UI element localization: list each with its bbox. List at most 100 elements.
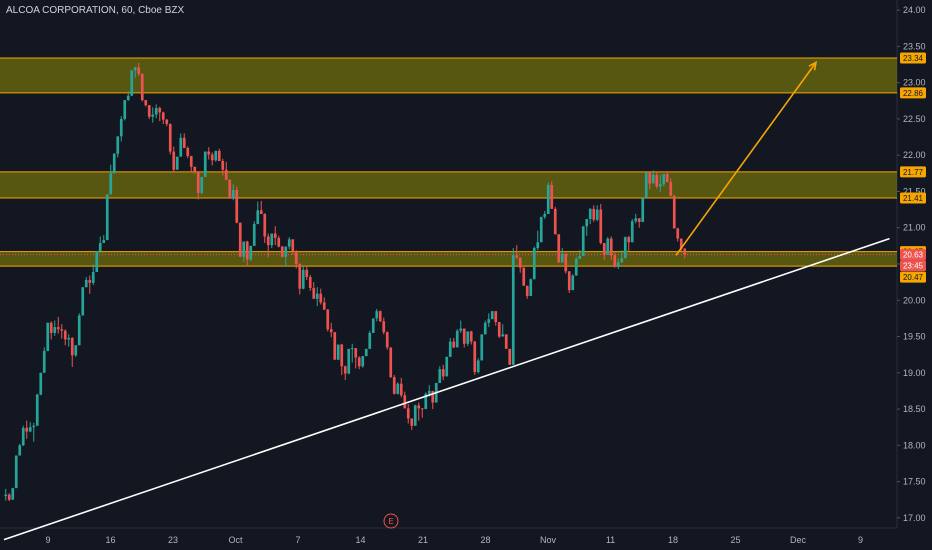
candle-body: [581, 226, 585, 257]
candle-body: [662, 174, 666, 185]
candle-body: [375, 311, 379, 319]
candle-body: [532, 248, 536, 280]
candle-body: [11, 488, 15, 500]
candle-body: [371, 318, 375, 333]
candle-body: [441, 369, 445, 377]
candle-body: [165, 119, 169, 125]
candle-body: [347, 348, 351, 374]
candle-body: [620, 258, 624, 263]
candle-body: [641, 198, 645, 222]
x-tick-label: 11: [606, 535, 615, 545]
earnings-marker[interactable]: [383, 513, 399, 529]
price-badge: [900, 249, 926, 261]
candle-body: [172, 151, 176, 170]
x-tick-label: 9: [45, 535, 50, 545]
candle-body: [301, 269, 305, 289]
candle-body: [284, 246, 288, 257]
candle-body: [679, 238, 683, 249]
price-badge-label: 20.47: [903, 273, 924, 282]
candle-body: [676, 228, 680, 239]
candle-body: [95, 250, 99, 272]
candle-body: [147, 105, 151, 117]
candle-body: [102, 240, 106, 243]
candle-body: [119, 118, 123, 137]
candle-body: [494, 311, 498, 323]
candle-body: [672, 195, 676, 229]
projection-arrow[interactable]: [675, 61, 817, 256]
candle-body: [214, 150, 218, 161]
candle-body: [84, 279, 88, 288]
candle-body: [609, 238, 613, 256]
candle-body: [571, 275, 575, 291]
candle-body: [200, 176, 204, 193]
candle-body: [294, 250, 298, 264]
candle-body: [634, 218, 638, 222]
candle-body: [658, 184, 662, 187]
candle-body: [627, 237, 631, 243]
x-tick-label: 9: [858, 535, 863, 545]
candle-body: [595, 209, 599, 220]
candle-body: [7, 494, 11, 500]
ascending-trendline[interactable]: [3, 237, 890, 541]
earnings-marker-label: E: [388, 517, 393, 526]
y-tick-label: 23.00: [903, 78, 926, 88]
candle-body: [196, 171, 200, 193]
candle-body: [427, 390, 431, 394]
candle-body: [193, 166, 197, 172]
candle-body: [245, 241, 249, 260]
candle-body: [14, 455, 18, 489]
x-tick-label: 7: [295, 535, 300, 545]
candle-body: [161, 112, 165, 120]
candle-body: [266, 236, 270, 246]
candle-body: [207, 151, 211, 155]
sr-zone-2[interactable]: [0, 171, 897, 198]
x-tick-label: 14: [355, 535, 365, 545]
candle-body: [46, 322, 50, 352]
candle-body: [140, 73, 144, 101]
price-badge: [900, 271, 926, 283]
candle-body: [557, 234, 561, 263]
candle-body: [385, 332, 389, 348]
candle-body: [217, 150, 221, 162]
candle-body: [588, 208, 592, 220]
candle-body: [81, 287, 85, 316]
candle-body: [224, 169, 228, 180]
candle-body: [221, 161, 225, 170]
candle-body: [515, 255, 519, 258]
candle-body: [399, 383, 403, 396]
candle-body: [350, 348, 354, 350]
candle-body: [231, 190, 235, 199]
candle-body: [88, 279, 92, 283]
candle-body: [466, 331, 470, 344]
y-tick-label: 19.00: [903, 368, 926, 378]
candle-body: [553, 208, 557, 235]
candle-body: [238, 222, 242, 257]
candle-body: [445, 356, 449, 377]
sr-zone-1[interactable]: [0, 58, 897, 93]
candle-body: [574, 258, 578, 276]
y-tick-label: 17.50: [903, 477, 926, 487]
candle-body: [158, 108, 162, 113]
candle-body: [249, 245, 253, 260]
candle-body: [410, 418, 414, 426]
candle-body: [476, 360, 480, 373]
candle-body: [655, 174, 659, 187]
price-badge: [900, 166, 926, 178]
candle-body: [182, 137, 186, 148]
candle-body: [18, 445, 22, 456]
candle-body: [49, 322, 53, 333]
candle-body: [459, 328, 463, 331]
candle-body: [25, 427, 29, 432]
y-tick-label: 24.00: [903, 5, 926, 15]
candle-body: [151, 114, 155, 117]
candle-body: [599, 209, 603, 243]
candle-body: [501, 334, 505, 337]
candle-body: [669, 182, 673, 196]
candle-body: [364, 348, 368, 357]
candle-body: [683, 248, 687, 255]
x-tick-label: Nov: [540, 535, 557, 545]
y-tick-label: 22.50: [903, 114, 926, 124]
sr-zone-3[interactable]: [0, 251, 897, 267]
candle-body: [651, 174, 655, 184]
